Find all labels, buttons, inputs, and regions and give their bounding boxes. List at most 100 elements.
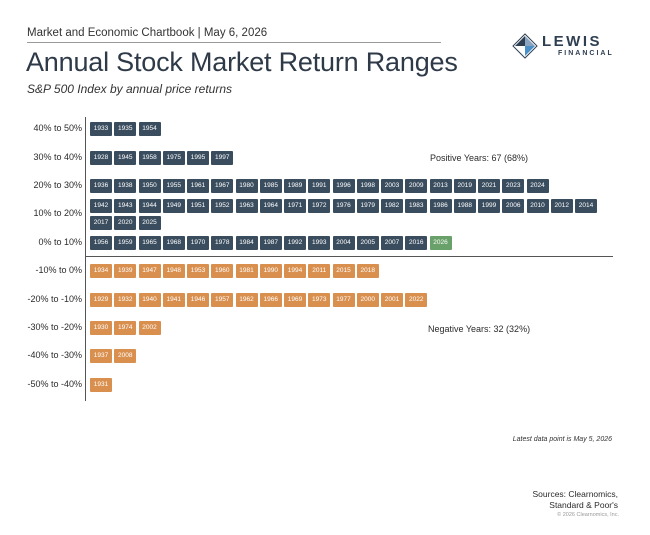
- range-label: 40% to 50%: [33, 123, 82, 133]
- year-box: 1979: [356, 199, 379, 213]
- vertical-axis-line: [85, 117, 86, 401]
- year-box: 1963: [235, 199, 258, 213]
- year-box: 1935: [114, 122, 137, 136]
- chartbook-header: Market and Economic Chartbook | May 6, 2…: [27, 27, 268, 39]
- year-box: 1982: [381, 199, 403, 213]
- year-box: 1945: [114, 151, 137, 165]
- year-box: 1959: [114, 236, 137, 250]
- year-box: 1932: [114, 293, 137, 307]
- negative-years-annotation: Negative Years: 32 (32%): [428, 324, 531, 334]
- year-box: 2022: [405, 293, 428, 307]
- year-box: 1940: [138, 293, 161, 307]
- year-box: 1947: [138, 264, 161, 278]
- year-box: 1981: [235, 264, 258, 278]
- year-box: 2004: [332, 236, 355, 250]
- year-box: 1944: [138, 199, 161, 213]
- year-box: 1957: [211, 293, 234, 307]
- year-box: 2020: [114, 216, 137, 230]
- year-box: 1989: [284, 179, 306, 193]
- year-box: 1973: [308, 293, 331, 307]
- year-box: 1999: [478, 199, 500, 213]
- chart-title: Annual Stock Market Return Ranges: [26, 47, 458, 77]
- year-box: 1933: [90, 122, 112, 136]
- year-box: 1967: [211, 179, 234, 193]
- year-box: 2014: [575, 199, 597, 213]
- year-box: 2017: [90, 216, 112, 230]
- year-box: 1929: [90, 293, 112, 307]
- year-box: 2019: [453, 179, 476, 193]
- year-box: 1972: [308, 199, 331, 213]
- year-box: 1961: [187, 179, 209, 193]
- year-box: 1966: [259, 293, 282, 307]
- sources-line-1: Sources: Clearnomics,: [532, 489, 618, 499]
- year-box: 1951: [187, 199, 209, 213]
- range-label: 20% to 30%: [33, 180, 82, 190]
- year-box: 2003: [381, 179, 403, 193]
- year-box: 1992: [284, 236, 306, 250]
- chart-subtitle: S&P 500 Index by annual price returns: [27, 82, 233, 96]
- range-label: -30% to -20%: [27, 322, 82, 332]
- logo-subtext: FINANCIAL: [558, 50, 614, 57]
- year-box: 1986: [429, 199, 452, 213]
- year-box: 2009: [405, 179, 428, 193]
- year-box: 1934: [90, 264, 112, 278]
- year-box: 1975: [162, 151, 185, 165]
- year-box: 1977: [332, 293, 355, 307]
- year-box: 1953: [187, 264, 209, 278]
- header-rule: [27, 42, 441, 43]
- year-box: 2012: [550, 199, 573, 213]
- sources: Sources: Clearnomics, Standard & Poor's: [470, 489, 618, 511]
- logo-wordmark: LEWIS: [542, 33, 602, 50]
- year-box: 1936: [90, 179, 112, 193]
- year-box: 2006: [502, 199, 525, 213]
- year-box: 1954: [138, 122, 161, 136]
- year-box: 1964: [259, 199, 282, 213]
- year-box: 2024: [526, 179, 549, 193]
- year-box: 1960: [211, 264, 234, 278]
- year-box: 1971: [284, 199, 306, 213]
- year-box: 1931: [90, 378, 112, 392]
- year-box: 2010: [526, 199, 549, 213]
- year-box: 2013: [429, 179, 452, 193]
- year-box: 1970: [187, 236, 209, 250]
- year-box: 1968: [162, 236, 185, 250]
- year-box: 1956: [90, 236, 112, 250]
- range-label: -40% to -30%: [27, 350, 82, 360]
- year-box: 1991: [308, 179, 331, 193]
- year-box: 2015: [332, 264, 355, 278]
- year-box: 2021: [478, 179, 500, 193]
- year-box: 1985: [259, 179, 282, 193]
- lewis-financial-logo: LEWIS FINANCIAL: [512, 33, 612, 59]
- year-box: 2016: [405, 236, 428, 250]
- year-box: 2025: [138, 216, 161, 230]
- year-box: 1949: [162, 199, 185, 213]
- year-box: 1955: [162, 179, 185, 193]
- year-box: 1962: [235, 293, 258, 307]
- year-box: 1958: [138, 151, 161, 165]
- range-label: 30% to 40%: [33, 152, 82, 162]
- year-box: 1952: [211, 199, 234, 213]
- range-label: 10% to 20%: [33, 208, 82, 218]
- year-box: 1938: [114, 179, 137, 193]
- range-label: 0% to 10%: [38, 237, 82, 247]
- year-box: 1998: [356, 179, 379, 193]
- diamond-logo-icon: [512, 33, 538, 59]
- year-box: 2008: [114, 349, 137, 363]
- range-label: -50% to -40%: [27, 379, 82, 389]
- year-box: 2026: [429, 236, 452, 250]
- year-box: 1937: [90, 349, 112, 363]
- year-box: 1984: [235, 236, 258, 250]
- range-label: -10% to 0%: [35, 265, 82, 275]
- copyright: © 2026 Clearnomics, Inc.: [557, 512, 619, 518]
- year-box: 1965: [138, 236, 161, 250]
- year-box: 2007: [381, 236, 403, 250]
- year-box: 1980: [235, 179, 258, 193]
- positive-years-annotation: Positive Years: 67 (68%): [430, 153, 529, 163]
- year-box: 1941: [162, 293, 185, 307]
- year-box: 2000: [356, 293, 379, 307]
- year-box: 1997: [211, 151, 234, 165]
- year-box: 1990: [259, 264, 282, 278]
- year-box: 1988: [453, 199, 476, 213]
- year-box: 2011: [308, 264, 331, 278]
- year-box: 1996: [332, 179, 355, 193]
